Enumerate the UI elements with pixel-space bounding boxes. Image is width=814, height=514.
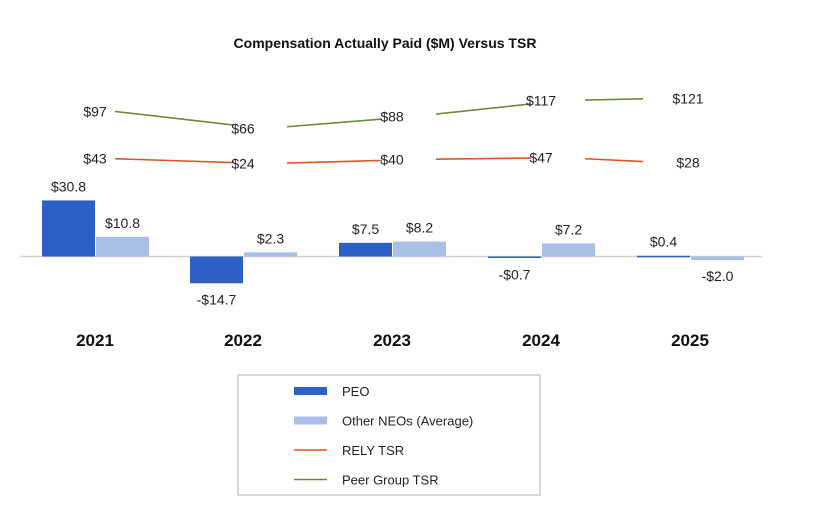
line-value-label: $97 [83, 104, 107, 120]
bar-other-neos-average--2021 [96, 236, 149, 257]
line-value-label: $117 [526, 93, 556, 109]
bar-peo-2022 [190, 256, 243, 284]
line-value-label: $121 [672, 90, 703, 106]
line-segment-peer-group-tsr [286, 118, 383, 128]
bar-other-neos-average--2023 [393, 241, 446, 257]
category-label-2024: 2024 [522, 331, 560, 350]
line-segment-peer-group-tsr [435, 103, 532, 115]
line-value-label: $43 [83, 151, 107, 167]
category-label-2022: 2022 [224, 331, 262, 350]
legend-label: PEO [342, 384, 369, 399]
lines-layer [114, 97, 644, 164]
bar-other-neos-average--2024 [542, 243, 595, 257]
line-segment-rely-tsr [114, 157, 234, 164]
bar-peo-2023 [339, 242, 392, 257]
bar-value-label: $8.2 [406, 220, 433, 236]
legend-label: RELY TSR [342, 443, 404, 458]
bar-peo-2025 [637, 255, 690, 258]
bars-layer [42, 200, 744, 284]
line-segment-rely-tsr [584, 157, 644, 163]
legend-label: Other NEOs (Average) [342, 414, 473, 429]
line-segment-peer-group-tsr [114, 110, 234, 126]
line-value-label: $88 [380, 108, 404, 124]
line-value-label: $24 [231, 156, 255, 172]
labels-layer: $30.8 -$14.7 $7.5 -$0.7 $0.4 $10.8 $2.3 $8.2 $7.… [51, 90, 734, 307]
bar-other-neos-average--2022 [244, 252, 297, 257]
line-segment-rely-tsr [286, 159, 383, 164]
bar-peo-2021 [42, 200, 95, 257]
line-value-label: $40 [380, 152, 404, 168]
legend-swatch [294, 416, 327, 425]
bar-other-neos-average--2025 [691, 256, 744, 261]
bar-value-label: $2.3 [257, 230, 284, 246]
bar-peo-2024 [488, 256, 541, 258]
chart-title: Compensation Actually Paid ($M) Versus T… [234, 35, 537, 51]
legend-swatch [294, 387, 327, 395]
category-label-2025: 2025 [671, 331, 709, 350]
bar-value-label: -$2.0 [702, 268, 734, 284]
line-segment-peer-group-tsr [584, 97, 644, 101]
bar-value-label: $7.5 [352, 221, 379, 237]
legend-label: Peer Group TSR [342, 473, 439, 488]
bar-value-label: $10.8 [105, 215, 140, 231]
category-label-2023: 2023 [373, 331, 411, 350]
bar-value-label: $7.2 [555, 221, 582, 237]
category-axis: 2021 2022 2023 2024 2025 [76, 331, 709, 350]
bar-value-label: -$0.7 [499, 267, 531, 283]
legend-box [237, 374, 541, 496]
line-segment-rely-tsr [435, 157, 532, 161]
line-value-label: $28 [676, 155, 700, 171]
bar-value-label: $30.8 [51, 178, 86, 194]
bar-value-label: -$14.7 [197, 291, 237, 307]
line-value-label: $66 [231, 121, 255, 137]
line-value-label: $47 [529, 150, 553, 166]
bar-value-label: $0.4 [650, 234, 677, 250]
category-label-2021: 2021 [76, 331, 114, 350]
legend: PEO Other NEOs (Average) RELY TSR Peer Grou… [237, 374, 541, 496]
